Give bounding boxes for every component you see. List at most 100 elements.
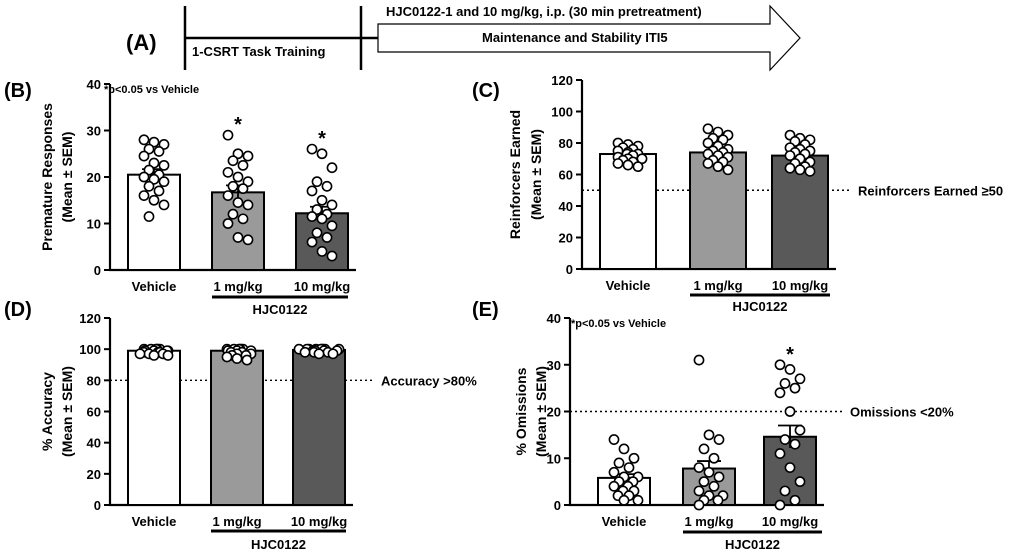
data-point xyxy=(774,387,786,399)
data-point xyxy=(612,158,624,169)
data-point xyxy=(702,123,714,135)
data-point xyxy=(158,159,170,171)
group-label: HJC0122 xyxy=(253,302,308,317)
y-tick-label: 20 xyxy=(547,405,561,420)
data-point xyxy=(148,194,160,206)
data-point xyxy=(316,245,328,257)
significance-star: * xyxy=(234,114,242,136)
data-point xyxy=(316,213,328,225)
data-point xyxy=(316,194,328,206)
data-point xyxy=(221,351,233,363)
data-point xyxy=(311,176,323,188)
data-point xyxy=(299,346,311,358)
data-point xyxy=(148,349,160,361)
y-tick-label: 10 xyxy=(87,217,101,232)
y-tick-label: 0 xyxy=(94,498,101,513)
data-point xyxy=(138,150,150,162)
significance-star: * xyxy=(786,344,794,366)
data-point xyxy=(153,146,165,157)
data-point xyxy=(784,462,796,473)
y-tick-label: 80 xyxy=(559,136,573,151)
data-point xyxy=(784,162,796,174)
data-point xyxy=(326,199,338,211)
data-point xyxy=(143,180,155,192)
y-axis-title: Premature Responses xyxy=(39,103,55,251)
data-point xyxy=(162,349,174,361)
data-point xyxy=(222,190,234,201)
panel-label: (B) xyxy=(4,80,32,102)
y-tick-label: 40 xyxy=(87,77,101,92)
data-point xyxy=(794,476,806,488)
data-point xyxy=(327,348,339,360)
y-axis-subtitle: (Mean ± SEM) xyxy=(528,129,544,220)
data-point xyxy=(321,232,333,243)
data-point xyxy=(138,190,150,201)
data-point xyxy=(613,457,625,469)
arrow-label-main: Maintenance and Stability ITI5 xyxy=(482,30,668,45)
panel-label: (D) xyxy=(4,299,32,321)
significance-note: *p<0.05 vs Vehicle xyxy=(104,84,199,96)
data-point xyxy=(237,159,249,171)
data-point xyxy=(232,171,244,183)
data-point xyxy=(306,236,318,248)
y-tick-label: 60 xyxy=(559,168,573,183)
data-point xyxy=(158,176,170,188)
treatment-arrow xyxy=(377,4,801,72)
y-tick-label: 100 xyxy=(551,105,573,120)
y-tick-label: 20 xyxy=(87,170,101,185)
bar xyxy=(599,153,657,270)
data-point xyxy=(713,434,725,445)
bar xyxy=(292,348,346,506)
data-point xyxy=(713,471,725,483)
data-point xyxy=(774,448,786,459)
x-tick-label: Vehicle xyxy=(606,278,651,293)
data-point xyxy=(608,466,620,478)
data-point xyxy=(712,161,724,173)
y-tick-label: 30 xyxy=(547,358,561,373)
data-point xyxy=(138,171,150,183)
group-label: HJC0122 xyxy=(725,537,780,552)
x-tick-label: 1 mg/kg xyxy=(693,278,742,293)
data-point xyxy=(702,137,714,149)
y-tick-label: 40 xyxy=(547,311,561,326)
data-point xyxy=(138,134,150,146)
data-point xyxy=(712,494,724,506)
data-point xyxy=(242,234,254,246)
y-tick-label: 20 xyxy=(559,231,573,246)
bar xyxy=(127,349,181,506)
data-point xyxy=(311,227,323,239)
data-point xyxy=(708,480,720,492)
x-tick-label: 10 mg/kg xyxy=(291,514,347,529)
data-point xyxy=(306,185,318,197)
data-point xyxy=(794,373,806,385)
data-point xyxy=(326,162,338,174)
x-tick-label: Vehicle xyxy=(132,514,177,529)
reference-line-label: Reinforcers Earned ≥50 xyxy=(858,183,1003,198)
panel-c-reinforcers-earned: (C) Reinforcers Earned (Mean ± SEM) 0 20 40 60… xyxy=(472,73,1003,314)
data-point xyxy=(222,218,234,229)
data-point xyxy=(779,485,791,497)
group-label: HJC0122 xyxy=(251,537,306,552)
data-point xyxy=(608,480,620,492)
data-point xyxy=(242,199,254,211)
data-point xyxy=(779,378,791,389)
panel-b-premature-responses: (B) Premature Responses (Mean ± SEM) 0 10 20 3… xyxy=(4,77,356,317)
y-axis-subtitle: (Mean ± SEM) xyxy=(533,366,549,457)
data-point xyxy=(708,452,720,464)
significance-note: *p<0.05 vs Vehicle xyxy=(571,318,666,330)
data-point xyxy=(774,359,786,371)
data-point xyxy=(158,199,170,211)
data-point xyxy=(608,434,620,445)
data-point xyxy=(306,143,318,155)
data-point xyxy=(693,462,705,473)
data-point xyxy=(722,164,734,176)
y-axis-subtitle: (Mean ± SEM) xyxy=(59,366,75,457)
data-point xyxy=(784,406,796,417)
timeline-panel: (A) 1-CSRT Task Training HJC0122-1 and 1… xyxy=(126,4,801,72)
panel-e-omissions: (E) % Omissions (Mean ± SEM) 0 10 20 30 40 Omiss… xyxy=(472,299,954,552)
x-tick-label: Vehicle xyxy=(132,279,177,294)
data-point xyxy=(237,183,249,195)
data-point xyxy=(628,452,640,464)
panel-label: (E) xyxy=(472,299,499,321)
